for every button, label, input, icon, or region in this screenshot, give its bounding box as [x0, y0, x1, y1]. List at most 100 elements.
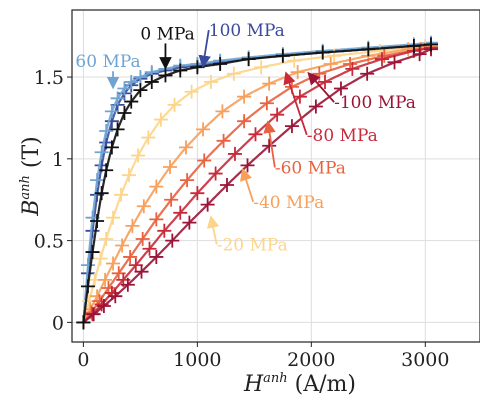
data-point — [197, 153, 212, 168]
annotation-arrow — [283, 71, 308, 136]
data-point — [219, 177, 234, 192]
data-point — [361, 42, 376, 57]
series-line — [82, 44, 433, 323]
y-tick-label: 1.5 — [34, 67, 64, 89]
data-point — [85, 245, 100, 260]
data-point — [110, 91, 125, 106]
data-point — [133, 70, 148, 85]
data-point — [345, 61, 360, 76]
data-point — [104, 285, 119, 300]
data-point — [149, 179, 164, 194]
data-point — [153, 112, 168, 127]
data-point — [157, 223, 172, 238]
y-axis-label: Banh (T) — [18, 136, 44, 217]
data-point — [99, 231, 114, 246]
data-point — [287, 53, 302, 68]
data-point — [90, 213, 105, 228]
annotation-label: -80 MPa — [307, 126, 378, 146]
data-point — [149, 212, 164, 227]
data-point — [141, 130, 156, 145]
y-tick-label: 0.5 — [34, 231, 64, 253]
series-0mpa — [76, 37, 438, 330]
data-point — [200, 197, 215, 212]
data-point — [333, 81, 348, 96]
data-point — [115, 238, 130, 253]
data-point — [308, 99, 323, 114]
data-point — [121, 168, 136, 183]
data-point — [374, 52, 389, 67]
data-point — [76, 315, 91, 330]
data-point — [114, 187, 129, 202]
data-point — [213, 56, 228, 71]
data-point — [80, 258, 95, 273]
data-point — [196, 122, 211, 137]
data-point — [412, 47, 427, 62]
data-point — [124, 94, 139, 109]
data-point — [134, 264, 149, 279]
series-layer — [76, 35, 438, 330]
data-point — [315, 45, 330, 60]
data-point — [158, 68, 173, 83]
series-line — [82, 46, 433, 324]
data-point — [226, 66, 241, 81]
data-point — [120, 277, 135, 292]
data-point — [254, 60, 269, 75]
data-point — [133, 83, 148, 98]
data-point — [149, 249, 164, 264]
annotation-arrow — [240, 167, 255, 203]
data-point — [360, 66, 375, 81]
data-point — [237, 114, 252, 129]
annotation-label: -20 MPa — [217, 235, 288, 255]
y-tick-label: 1 — [52, 149, 64, 171]
data-point — [387, 55, 402, 70]
annotation-layer: 0 MPa 100 MPa 60 MPa -100 MPa -80 MPa -60 MPa… — [75, 21, 416, 255]
data-point — [86, 307, 101, 322]
x-tick-label: 0 — [77, 349, 89, 371]
data-point — [184, 84, 199, 99]
y-axis-ticks: 0 0.5 1 1.5 — [34, 67, 72, 334]
data-point — [163, 160, 178, 175]
plot-frame — [71, 9, 480, 343]
data-point — [262, 76, 277, 91]
data-point — [110, 122, 125, 137]
x-tick-label: 3000 — [401, 349, 449, 371]
data-point — [167, 97, 182, 112]
data-point — [292, 89, 307, 104]
data-point — [108, 289, 123, 304]
data-point — [182, 215, 197, 230]
data-point — [128, 258, 143, 273]
data-point — [423, 37, 438, 52]
data-point — [144, 74, 159, 89]
data-point — [94, 186, 109, 201]
data-point — [80, 279, 95, 294]
data-point — [131, 148, 146, 163]
data-point — [173, 63, 188, 78]
data-point — [104, 140, 119, 155]
data-point — [98, 272, 113, 287]
annotation-label: 100 MPa — [209, 21, 285, 41]
data-point — [124, 74, 139, 89]
data-point — [173, 205, 188, 220]
data-point — [262, 138, 277, 153]
data-point — [178, 140, 193, 155]
data-point — [237, 89, 252, 104]
annotation-arrow — [263, 120, 276, 168]
annotation-label: 0 MPa — [140, 24, 194, 44]
data-point — [106, 210, 121, 225]
data-point — [190, 186, 205, 201]
data-point — [165, 233, 180, 248]
data-point — [164, 192, 179, 207]
annotation-arrow — [307, 71, 335, 103]
data-point — [208, 166, 223, 181]
data-point — [93, 251, 108, 266]
data-point — [180, 173, 195, 188]
data-point — [377, 48, 392, 63]
annotation-arrow — [206, 215, 220, 245]
annotation-label: 60 MPa — [75, 52, 140, 72]
annotation-label: -40 MPa — [253, 193, 324, 213]
data-point — [275, 48, 290, 63]
series-line — [82, 46, 433, 324]
data-point — [241, 52, 256, 67]
x-axis-ticks: 0 1000 2000 3000 — [77, 342, 449, 371]
